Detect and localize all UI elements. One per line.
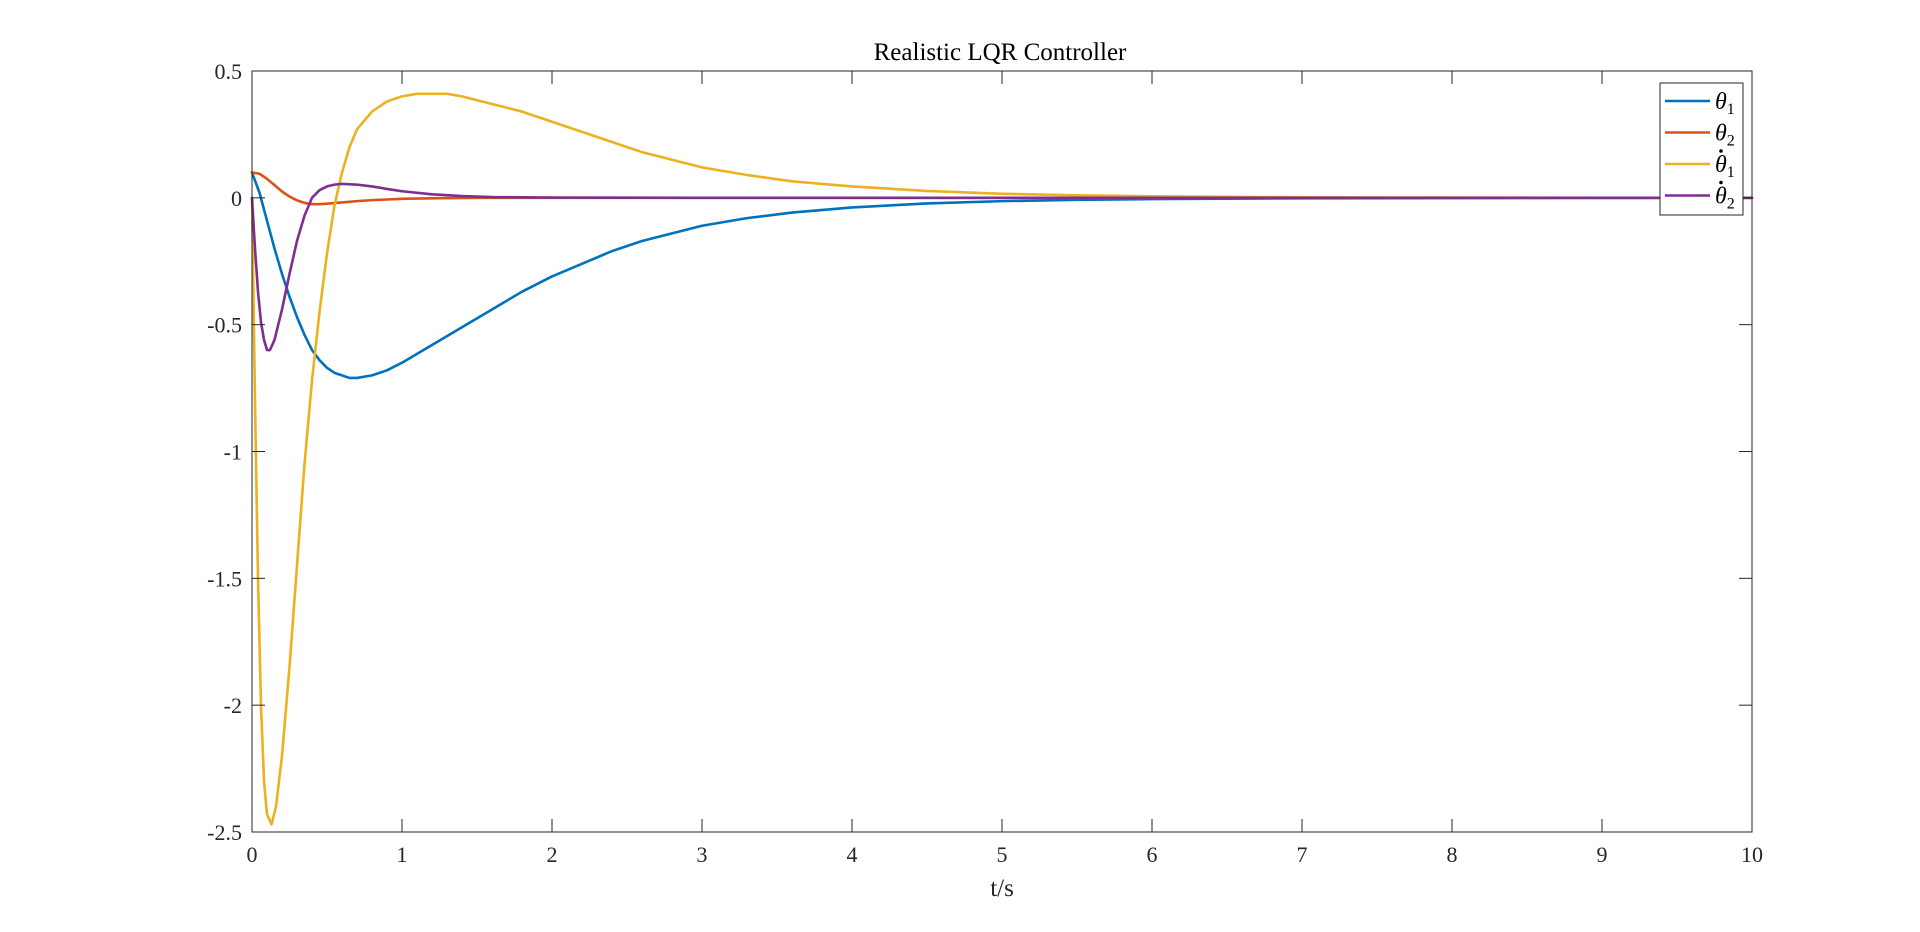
y-tick-label: -1 — [224, 440, 242, 465]
legend-label-1: θ1 — [1715, 89, 1735, 118]
y-tick-label: 0.5 — [215, 59, 243, 84]
legend-label-4: θ2 — [1715, 184, 1735, 213]
y-tick-label: -2 — [224, 693, 242, 718]
x-tick-label: 6 — [1147, 842, 1158, 867]
legend-label-3: θ1 — [1715, 152, 1735, 181]
legend-box — [1659, 82, 1744, 216]
x-tick-label: 9 — [1597, 842, 1608, 867]
x-tick-label: 8 — [1447, 842, 1458, 867]
x-tick-label: 10 — [1741, 842, 1763, 867]
x-tick-label: 2 — [547, 842, 558, 867]
y-tick-label: -1.5 — [207, 566, 242, 591]
x-tick-label: 4 — [847, 842, 858, 867]
x-tick-label: 1 — [397, 842, 408, 867]
series-line-4 — [250, 182, 1754, 352]
y-tick-label: -0.5 — [207, 313, 242, 338]
series-layer — [250, 92, 1754, 826]
x-tick-label: 3 — [697, 842, 708, 867]
plot-area — [252, 71, 1752, 832]
legend-label-2: θ2 — [1715, 121, 1735, 150]
x-tick-label: 7 — [1297, 842, 1308, 867]
series-line-1 — [250, 171, 1754, 380]
x-tick-label: 0 — [247, 842, 258, 867]
x-tick-label: 5 — [997, 842, 1008, 867]
x-axis-label: t/s — [990, 875, 1014, 902]
ticks-layer: 0 1 2 3 4 5 6 7 8 9 10 0.5 0 -0.5 -1 -1.5 -2 -2.5 — [207, 59, 1763, 867]
chart-title: Realistic LQR Controller — [874, 39, 1127, 66]
legend-derivative-dot — [1719, 180, 1723, 185]
y-tick-label: 0 — [231, 186, 242, 211]
legend-derivative-dot — [1719, 149, 1723, 153]
series-line-3 — [250, 92, 1754, 826]
y-tick-label: -2.5 — [207, 820, 242, 845]
